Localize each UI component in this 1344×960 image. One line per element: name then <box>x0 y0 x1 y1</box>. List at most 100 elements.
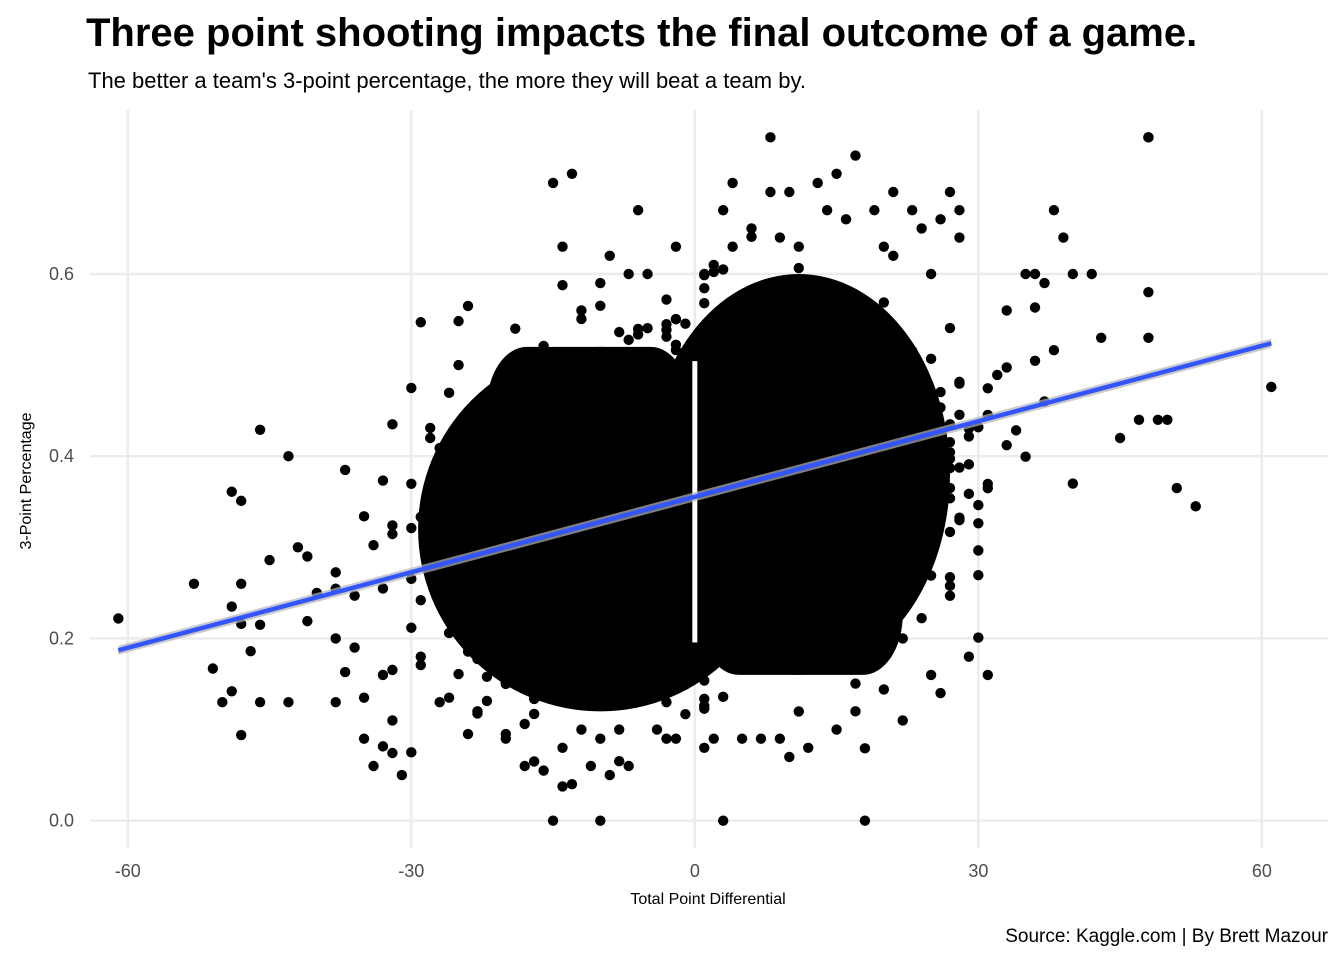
data-point <box>481 592 493 604</box>
data-point <box>642 549 653 560</box>
data-point <box>944 447 956 458</box>
data-point <box>840 294 852 306</box>
data-point <box>670 467 682 479</box>
data-point <box>831 498 842 510</box>
data-point <box>708 594 719 605</box>
data-point <box>595 504 606 515</box>
data-point <box>510 623 521 634</box>
data-point <box>793 515 804 527</box>
data-point <box>661 294 672 305</box>
data-point <box>821 476 833 487</box>
data-point <box>717 647 729 658</box>
data-point <box>878 684 890 695</box>
data-point <box>387 747 398 759</box>
data-point <box>585 629 597 641</box>
data-point <box>736 593 748 604</box>
data-point <box>453 571 464 582</box>
data-point <box>944 322 956 334</box>
data-point <box>595 607 606 618</box>
data-point <box>557 598 568 609</box>
data-point <box>415 594 426 606</box>
data-point <box>859 345 871 357</box>
data-point <box>755 516 767 527</box>
data-point <box>528 486 540 497</box>
scatter-points <box>113 132 1277 826</box>
data-point <box>604 433 615 445</box>
data-point <box>604 444 615 455</box>
data-point <box>869 412 880 424</box>
data-point <box>642 525 653 536</box>
data-point <box>566 512 578 523</box>
data-point <box>708 614 719 625</box>
data-point <box>736 408 748 420</box>
data-point <box>727 555 738 566</box>
data-point <box>793 364 804 375</box>
data-point <box>642 605 653 616</box>
y-tick-label: 0.0 <box>49 811 74 831</box>
data-point <box>812 530 823 541</box>
data-point <box>377 475 389 486</box>
data-point <box>661 331 672 342</box>
data-point <box>736 523 748 535</box>
data-point <box>717 502 729 513</box>
data-point <box>566 779 578 790</box>
data-point <box>557 781 568 792</box>
data-point <box>784 421 795 432</box>
data-point <box>803 597 814 608</box>
data-point <box>765 397 776 409</box>
data-point <box>812 588 823 600</box>
data-point <box>840 436 852 447</box>
data-point <box>595 277 606 289</box>
data-point <box>717 523 729 535</box>
data-point <box>443 692 455 703</box>
data-point <box>925 570 937 581</box>
data-point <box>699 567 710 578</box>
data-point <box>708 410 719 421</box>
data-point <box>765 575 776 587</box>
data-point <box>746 536 757 547</box>
data-point <box>793 241 804 252</box>
data-point <box>387 520 398 531</box>
data-point <box>840 522 852 534</box>
data-point <box>661 375 672 387</box>
data-point <box>793 307 804 319</box>
data-point <box>481 671 493 682</box>
data-point <box>708 566 719 578</box>
source-caption: Source: Kaggle.com | By Brett Mazour <box>1005 926 1328 947</box>
data-point <box>859 588 871 599</box>
data-point <box>717 409 729 421</box>
data-point <box>623 580 634 591</box>
data-point <box>680 506 691 517</box>
data-point <box>859 635 871 646</box>
data-point <box>614 453 625 464</box>
data-point <box>746 231 757 243</box>
data-point <box>528 521 540 533</box>
data-point <box>803 436 814 447</box>
data-point <box>519 464 530 475</box>
data-point <box>831 510 842 521</box>
data-point <box>462 728 474 740</box>
data-point <box>793 441 804 452</box>
data-point <box>576 313 587 325</box>
data-point <box>349 642 360 653</box>
data-point <box>462 531 474 543</box>
data-point <box>1086 268 1097 280</box>
y-axis-ticks: 0.0 0.2 0.4 0.6 <box>49 264 74 831</box>
data-point <box>670 314 682 325</box>
data-point <box>793 706 804 717</box>
data-point <box>377 583 389 594</box>
data-point <box>557 413 568 424</box>
data-point <box>670 607 682 619</box>
data-point <box>784 351 795 363</box>
data-point <box>576 493 587 505</box>
data-point <box>888 186 899 198</box>
data-point <box>812 615 823 626</box>
data-point <box>812 347 823 358</box>
data-point <box>944 493 956 504</box>
data-point <box>528 441 540 453</box>
data-point <box>774 498 786 509</box>
data-point <box>614 486 625 497</box>
data-point <box>1029 355 1041 366</box>
data-point <box>595 456 606 467</box>
data-point <box>623 760 634 772</box>
